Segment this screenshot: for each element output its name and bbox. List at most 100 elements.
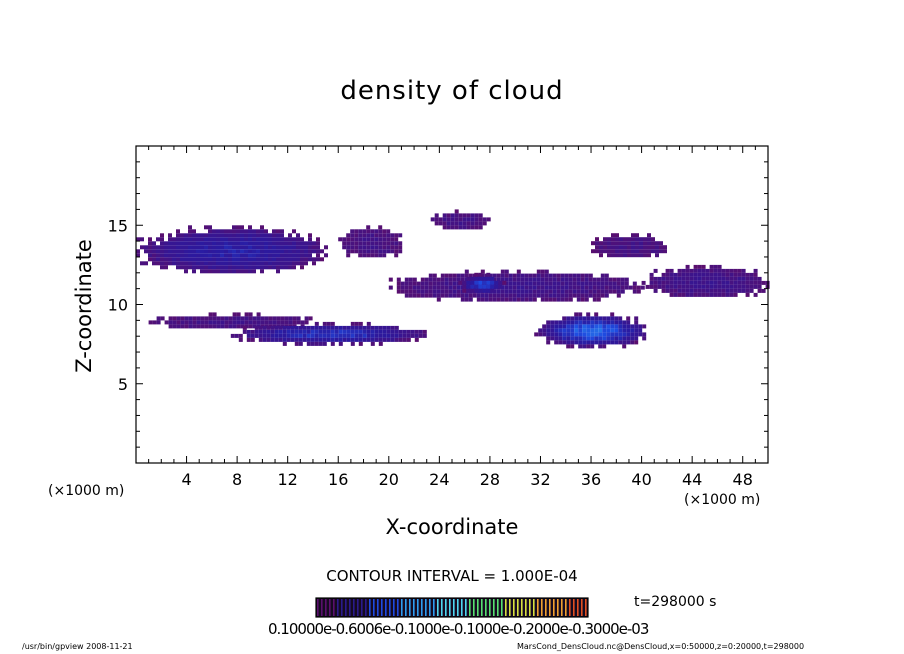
cloud-cell: [274, 325, 279, 330]
cloud-cell: [406, 329, 411, 334]
cloud-cell: [466, 280, 471, 285]
cloud-cell: [304, 257, 308, 262]
cloud-cell: [346, 333, 351, 338]
cloud-cell: [622, 336, 627, 341]
cloud-cell: [172, 237, 176, 242]
cloud-cell: [350, 333, 355, 338]
cloud-cell: [204, 257, 208, 262]
cloud-cell: [312, 245, 316, 250]
cloud-cell: [240, 241, 244, 246]
cloud-cell: [635, 253, 639, 258]
cloud-cell: [228, 229, 232, 234]
cloud-cell: [438, 217, 443, 222]
cloud-cell: [362, 229, 367, 234]
cloud-cell: [220, 316, 225, 321]
cloud-cell: [208, 269, 212, 274]
cloud-cell: [414, 333, 419, 338]
cloud-cell: [604, 273, 609, 278]
cloud-cell: [248, 269, 252, 274]
cloud-cell: [460, 277, 465, 282]
cloud-cell: [266, 325, 271, 330]
cloud-cell: [370, 341, 375, 346]
cloud-cell: [248, 257, 252, 262]
cloud-cell: [284, 265, 288, 270]
cloud-cell: [282, 325, 287, 330]
cloud-cell: [520, 293, 525, 298]
cloud-cell: [428, 293, 433, 298]
cloud-cell: [180, 261, 184, 266]
cloud-cell: [192, 261, 196, 266]
cloud-cell: [647, 241, 651, 246]
cloud-cell: [599, 253, 603, 258]
cloud-cell: [160, 253, 164, 258]
cloud-cell: [256, 253, 260, 258]
cloud-cell: [588, 285, 593, 290]
cloud-cell: [444, 277, 449, 282]
cloud-cell: [160, 316, 165, 321]
cloud-cell: [596, 289, 601, 294]
x-axis-label: X-coordinate: [385, 515, 519, 539]
cloud-cell: [536, 269, 541, 274]
cloud-cell: [478, 276, 483, 281]
cloud-cell: [548, 285, 553, 290]
colorbar-stripe: [341, 599, 343, 616]
cloud-cell: [390, 241, 395, 246]
cloud-cell: [607, 249, 611, 254]
cloud-cell: [216, 237, 220, 242]
cloud-cell: [290, 329, 295, 334]
cloud-cell: [248, 261, 252, 266]
cloud-cell: [406, 337, 411, 342]
cloud-cell: [697, 268, 702, 273]
cloud-cell: [308, 249, 312, 254]
cloud-cell: [232, 265, 236, 270]
cloud-cell: [560, 273, 565, 278]
cloud-cell: [647, 249, 651, 254]
cloud-cell: [176, 257, 180, 262]
cloud-cell: [228, 257, 232, 262]
cloud-cell: [280, 253, 284, 258]
colorbar: [315, 597, 589, 618]
x-tick-label: 20: [379, 470, 399, 489]
cloud-cell: [622, 320, 627, 325]
cloud-cell: [286, 333, 291, 338]
cloud-cell: [374, 233, 379, 238]
cloud-cell: [188, 241, 192, 246]
cloud-cell: [721, 288, 726, 293]
cloud-cell: [292, 245, 296, 250]
cloud-cell: [366, 249, 371, 254]
cloud-cell: [292, 237, 296, 242]
cloud-cell: [524, 285, 529, 290]
cloud-cell: [614, 340, 619, 345]
cloud-cell: [701, 284, 706, 289]
cloud-cell: [374, 333, 379, 338]
cloud-cell: [590, 324, 595, 329]
cloud-cell: [558, 336, 563, 341]
cloud-cell: [669, 272, 674, 277]
cloud-cell: [180, 324, 185, 329]
cloud-cell: [566, 316, 571, 321]
cloud-cell: [424, 289, 429, 294]
cloud-cell: [745, 276, 750, 281]
cloud-cell: [681, 280, 686, 285]
cloud-cell: [282, 341, 287, 346]
cloud-cell: [248, 253, 252, 258]
colorbar-labels: 0.10000e-0.6006e-0.1000e-0.1000e-0.2000e…: [268, 620, 649, 638]
cloud-cell: [614, 336, 619, 341]
cloud-cell: [276, 320, 281, 325]
cloud-cell: [701, 272, 706, 277]
cloud-cell: [180, 249, 184, 254]
cloud-cell: [188, 245, 192, 250]
cloud-cell: [478, 280, 483, 285]
cloud-cell: [244, 253, 248, 258]
cloud-cell: [294, 329, 299, 334]
cloud-cell: [156, 245, 160, 250]
cloud-cell: [576, 293, 581, 298]
cloud-cell: [296, 320, 301, 325]
cloud-cell: [500, 277, 505, 282]
colorbar-stripe: [345, 599, 347, 616]
cloud-cell: [220, 269, 224, 274]
cloud-cell: [574, 312, 579, 317]
cloud-cell: [570, 336, 575, 341]
cloud-cell: [434, 213, 439, 218]
cloud-cell: [630, 328, 635, 333]
